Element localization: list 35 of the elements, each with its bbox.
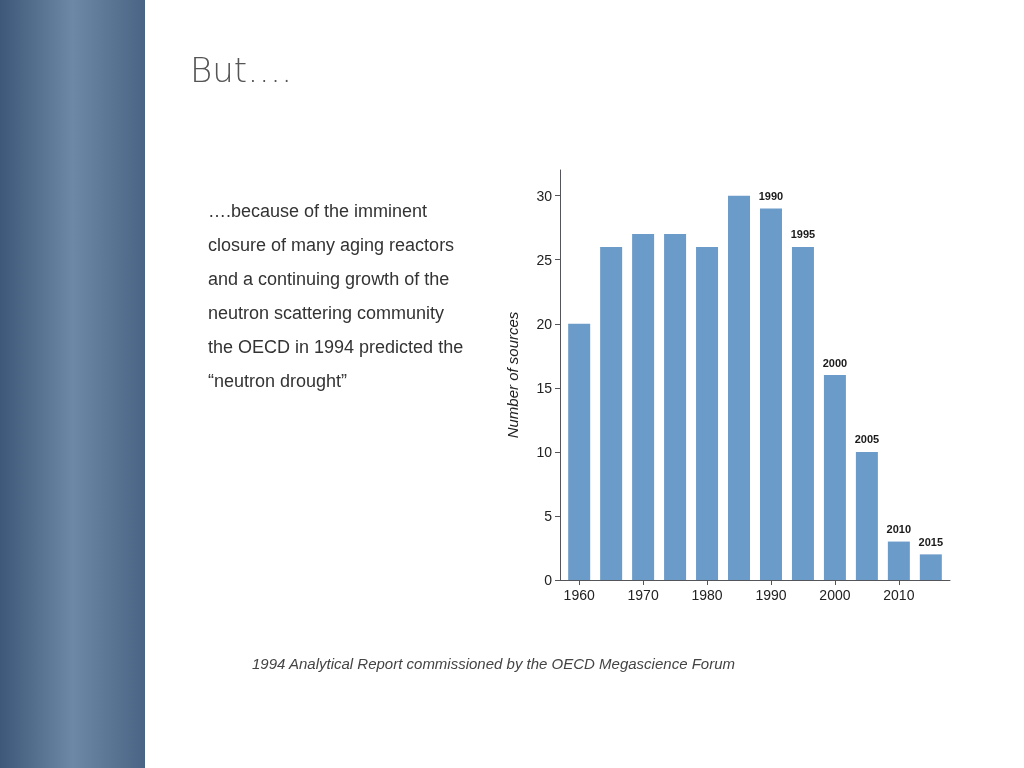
annotation: 2000 [822, 356, 848, 369]
bar [855, 451, 878, 580]
text: 1994 Analytical Report commissioned by the OECD Megascience Forum [252, 655, 735, 672]
x-tick-label: 1960 [563, 587, 595, 603]
annotation: 1990 [758, 189, 784, 202]
y-tick-label: 20 [536, 315, 553, 332]
x-tick-label: 2010 [883, 587, 915, 603]
x-tick-label: 1970 [627, 587, 659, 603]
y-tick-label: 25 [536, 251, 553, 268]
bar [759, 208, 782, 580]
bar [632, 234, 655, 580]
x-tick-label: 2000 [819, 587, 851, 603]
y-tick-label: 15 [536, 379, 553, 396]
bar [791, 246, 814, 580]
bar [600, 246, 623, 580]
bar [664, 234, 687, 580]
y-tick-label: 0 [544, 572, 553, 588]
y-tick-label: 10 [536, 443, 553, 460]
annotation: 2005 [854, 433, 880, 446]
text: But…. [190, 50, 292, 90]
y-tick-label: 5 [544, 507, 553, 524]
annotation: 2015 [918, 535, 944, 548]
annotation: 2010 [886, 523, 912, 536]
bar [568, 323, 591, 580]
y-tick-label: 30 [536, 187, 553, 204]
x-tick-label: 1980 [691, 587, 723, 603]
text: ….because of the imminent closure of many aging reactors and a continuing growth of the neutron scattering community the OECD in 1994 predicted the “neutron drought” [208, 200, 465, 393]
bar [728, 195, 751, 580]
bar [919, 554, 942, 580]
x-tick-label: 1990 [755, 587, 787, 603]
bar [887, 541, 910, 580]
y-axis-title: Number of sources [504, 311, 521, 439]
bar [696, 246, 719, 580]
annotation: 1995 [790, 228, 816, 241]
bar [823, 375, 846, 580]
